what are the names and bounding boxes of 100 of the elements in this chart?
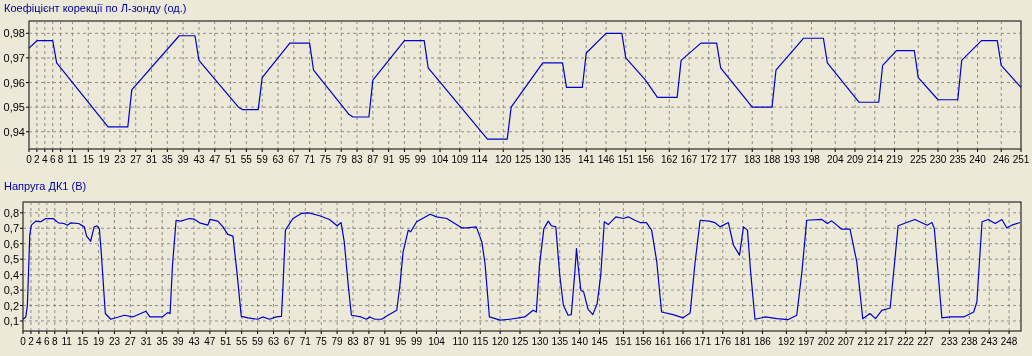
x-tick-label: 95 bbox=[395, 336, 407, 347]
x-tick-label: 183 bbox=[743, 154, 762, 165]
x-tick-label: 75 bbox=[315, 336, 328, 347]
y-tick-label: 0,1 bbox=[3, 314, 19, 327]
chart-title: Коефіцієнт корекції по Л-зонду (од.) bbox=[4, 2, 187, 14]
x-tick-label: 125 bbox=[511, 336, 529, 347]
x-tick-label: 15 bbox=[77, 336, 89, 347]
x-tick-label: 79 bbox=[331, 336, 344, 347]
x-tick-label: 87 bbox=[367, 154, 379, 165]
x-tick-label: 99 bbox=[411, 336, 423, 347]
x-tick-label: 240 bbox=[969, 154, 987, 165]
x-tick-label: 207 bbox=[837, 336, 855, 347]
x-tick-label: 219 bbox=[886, 154, 904, 165]
x-tick-label: 55 bbox=[236, 336, 248, 347]
x-tick-label: 4 bbox=[42, 154, 49, 165]
x-tick-label: 156 bbox=[634, 336, 653, 347]
x-tick-label: 95 bbox=[398, 154, 411, 165]
y-tick-label: 0,98 bbox=[3, 27, 25, 40]
x-tick-label: 193 bbox=[783, 154, 801, 165]
x-tick-label: 8 bbox=[52, 336, 59, 347]
x-tick-label: 227 bbox=[917, 336, 935, 347]
x-tick-label: 2 bbox=[34, 154, 41, 165]
x-tick-label: 91 bbox=[383, 154, 395, 165]
x-tick-label: 51 bbox=[220, 336, 232, 347]
x-tick-label: 135 bbox=[551, 336, 569, 347]
y-tick-label: 0,6 bbox=[3, 237, 19, 250]
x-tick-label: 176 bbox=[714, 336, 732, 347]
chart-title: Напруга ДК1 (В) bbox=[4, 180, 87, 192]
x-tick-label: 181 bbox=[734, 336, 752, 347]
x-tick-label: 212 bbox=[857, 336, 875, 347]
x-tick-label: 59 bbox=[252, 336, 264, 347]
x-tick-label: 59 bbox=[256, 154, 269, 165]
x-tick-label: 87 bbox=[363, 336, 375, 347]
x-tick-label: 2 bbox=[28, 336, 35, 347]
x-tick-label: 243 bbox=[980, 336, 998, 347]
x-tick-label: 151 bbox=[615, 336, 633, 347]
x-tick-label: 104 bbox=[431, 154, 449, 165]
x-tick-label: 248 bbox=[1000, 336, 1018, 347]
x-tick-label: 11 bbox=[61, 336, 73, 347]
x-tick-label: 47 bbox=[209, 154, 221, 165]
x-tick-label: 120 bbox=[491, 336, 509, 347]
x-tick-label: 151 bbox=[617, 154, 635, 165]
x-tick-label: 114 bbox=[471, 154, 488, 165]
x-tick-label: 19 bbox=[98, 154, 111, 165]
x-tick-label: 217 bbox=[877, 336, 895, 347]
y-tick-label: 0,5 bbox=[3, 253, 19, 266]
x-tick-label: 23 bbox=[108, 336, 121, 347]
x-tick-label: 0 bbox=[26, 154, 33, 165]
x-tick-label: 235 bbox=[949, 154, 967, 165]
x-tick-label: 8 bbox=[57, 154, 64, 165]
x-tick-label: 47 bbox=[204, 336, 216, 347]
x-tick-label: 63 bbox=[272, 154, 284, 165]
x-tick-label: 83 bbox=[351, 154, 364, 165]
x-tick-label: 6 bbox=[44, 336, 51, 347]
x-tick-label: 109 bbox=[451, 154, 469, 165]
x-tick-label: 186 bbox=[754, 336, 772, 347]
x-tick-label: 145 bbox=[591, 336, 609, 347]
x-tick-label: 161 bbox=[654, 336, 672, 347]
y-tick-label: 0,2 bbox=[3, 299, 19, 312]
y-tick-label: 0,7 bbox=[3, 222, 19, 235]
x-tick-label: 55 bbox=[240, 154, 253, 165]
x-tick-label: 79 bbox=[335, 154, 348, 165]
y-tick-label: 0,4 bbox=[3, 268, 19, 281]
line-series bbox=[22, 212, 1021, 321]
x-tick-label: 6 bbox=[49, 154, 56, 165]
y-tick-label: 0,95 bbox=[3, 101, 25, 114]
x-tick-label: 167 bbox=[680, 154, 698, 165]
x-tick-label: 197 bbox=[797, 336, 816, 347]
x-tick-label: 177 bbox=[720, 154, 738, 165]
x-tick-label: 99 bbox=[414, 154, 427, 165]
x-tick-label: 162 bbox=[660, 154, 679, 165]
y-tick-label: 0,3 bbox=[3, 284, 19, 297]
x-tick-label: 140 bbox=[571, 336, 589, 347]
x-tick-label: 192 bbox=[778, 336, 796, 347]
x-tick-label: 27 bbox=[130, 154, 142, 165]
x-tick-label: 35 bbox=[156, 336, 169, 347]
x-tick-label: 130 bbox=[534, 154, 552, 165]
x-tick-label: 251 bbox=[1012, 154, 1030, 165]
x-tick-label: 19 bbox=[92, 336, 105, 347]
x-tick-label: 39 bbox=[172, 336, 185, 347]
y-tick-label: 0,96 bbox=[3, 76, 25, 89]
x-tick-label: 214 bbox=[866, 154, 884, 165]
x-tick-label: 225 bbox=[909, 154, 928, 165]
x-tick-label: 141 bbox=[577, 154, 596, 165]
x-tick-label: 67 bbox=[288, 154, 300, 165]
x-tick-label: 202 bbox=[817, 336, 835, 347]
x-tick-label: 135 bbox=[554, 154, 572, 165]
x-tick-label: 4 bbox=[36, 336, 43, 347]
x-tick-label: 51 bbox=[225, 154, 237, 165]
x-tick-label: 222 bbox=[897, 336, 915, 347]
x-tick-label: 209 bbox=[846, 154, 864, 165]
x-tick-label: 246 bbox=[992, 154, 1011, 165]
x-tick-label: 63 bbox=[267, 336, 280, 347]
x-tick-label: 233 bbox=[941, 336, 959, 347]
y-tick-label: 0,94 bbox=[3, 125, 25, 138]
x-tick-label: 31 bbox=[140, 336, 153, 347]
line-series bbox=[28, 32, 1022, 140]
x-tick-label: 83 bbox=[347, 336, 360, 347]
x-tick-label: 71 bbox=[299, 336, 312, 347]
x-tick-label: 39 bbox=[177, 154, 190, 165]
